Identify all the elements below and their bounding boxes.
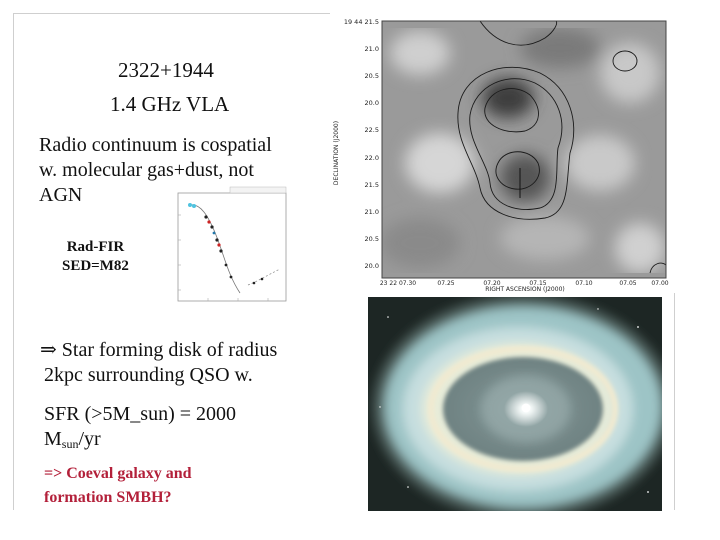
question-line: formation SMBH? bbox=[44, 489, 172, 506]
rad-fir-line: SED=M82 bbox=[62, 258, 129, 274]
sed-plot-figure bbox=[177, 186, 287, 302]
y-axis-label: DECLINATION (J2000) bbox=[333, 121, 340, 185]
radio-contour-map: 19 44 21.5 21.0 20.5 20.0 22.5 22.0 21.5… bbox=[330, 13, 675, 293]
rad-fir-line: Rad-FIR bbox=[66, 239, 125, 255]
nebula-image bbox=[368, 297, 662, 511]
paragraph-line: Star forming disk of radius bbox=[61, 339, 278, 361]
y-tick-label: 20.5 bbox=[365, 235, 379, 243]
coeval-question: => Coeval galaxy and formation SMBH? bbox=[44, 462, 192, 510]
x-axis-label: RIGHT ASCENSION (J2000) bbox=[485, 286, 564, 293]
implies-arrow-icon: ⇒ bbox=[40, 339, 57, 361]
question-line: => Coeval galaxy and bbox=[44, 465, 192, 482]
x-tick-label: 07.00 bbox=[651, 280, 668, 287]
y-tick-label: 20.5 bbox=[365, 72, 379, 80]
slide-frame-left bbox=[13, 13, 14, 510]
y-tick-label: 21.0 bbox=[365, 45, 379, 53]
y-tick-label: 21.0 bbox=[365, 208, 379, 216]
paragraph-line: AGN bbox=[39, 184, 83, 206]
x-tick-label: 07.25 bbox=[437, 280, 454, 287]
rad-fir-label: Rad-FIR SED=M82 bbox=[62, 238, 129, 276]
x-tick-label: 07.10 bbox=[575, 280, 592, 287]
paragraph-sfr: SFR (>5M_sun) = 2000 Msun/yr bbox=[44, 402, 236, 457]
paragraph-line: w. molecular gas+dust, not bbox=[39, 159, 254, 181]
paragraph-line: Msun/yr bbox=[44, 428, 101, 451]
x-tick-label: 23 22 07.30 bbox=[380, 280, 416, 287]
y-tick-label: 20.0 bbox=[365, 99, 379, 107]
paragraph-line: Radio continuum is cospatial bbox=[39, 134, 272, 156]
y-tick-label: 20.0 bbox=[365, 262, 379, 270]
y-tick-label: 22.5 bbox=[365, 126, 379, 134]
x-tick-label: 07.20 bbox=[483, 280, 500, 287]
slide-title-band: 1.4 GHz VLA bbox=[110, 92, 230, 116]
paragraph-radio-continuum: Radio continuum is cospatial w. molecula… bbox=[39, 133, 272, 208]
y-tick-label: 19 44 21.5 bbox=[344, 18, 379, 26]
x-tick-label: 07.05 bbox=[619, 280, 636, 287]
y-tick-label: 22.0 bbox=[365, 154, 379, 162]
paragraph-line: SFR (>5M_sun) = 2000 bbox=[44, 403, 237, 425]
y-tick-label: 21.5 bbox=[365, 181, 379, 189]
paragraph-line: 2kpc surrounding QSO w. bbox=[44, 364, 253, 386]
slide-title-source: 2322+1944 bbox=[118, 58, 214, 82]
paragraph-star-forming: ⇒ Star forming disk of radius 2kpc surro… bbox=[40, 338, 277, 388]
x-tick-label: 07.15 bbox=[529, 280, 546, 287]
